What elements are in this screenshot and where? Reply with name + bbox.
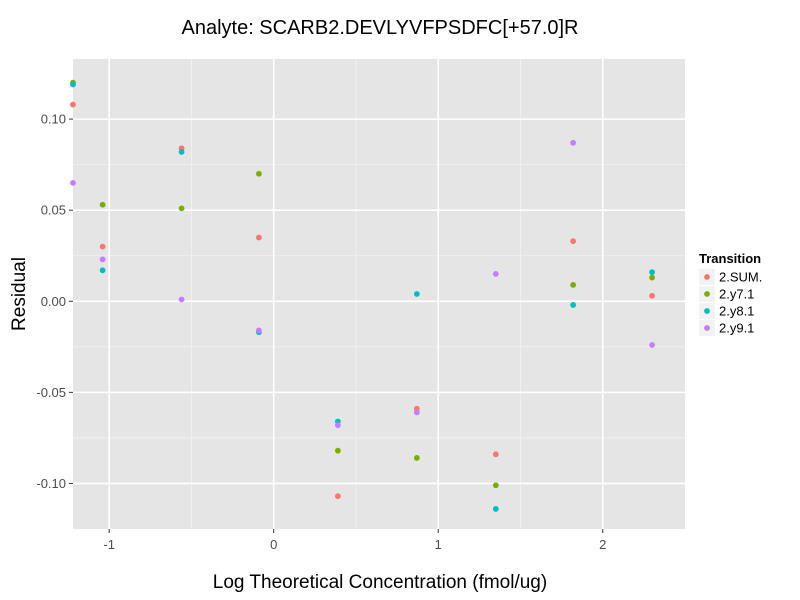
- data-point: [70, 81, 76, 88]
- y-tick-label: -0.05: [36, 385, 66, 400]
- legend-label: 2.y9.1: [719, 321, 754, 336]
- data-point: [649, 269, 655, 276]
- data-point: [570, 139, 577, 146]
- data-point: [99, 201, 106, 208]
- data-point: [178, 149, 185, 155]
- x-axis-title: Log Theoretical Concentration (fmol/ug): [213, 572, 547, 593]
- legend: Transition 2.SUM. 2.y7.1 2.y8.1 2.y9.1: [699, 251, 762, 336]
- grid-lines: [73, 59, 685, 529]
- legend-swatch: [704, 325, 710, 331]
- y-tick-label: 0.10: [41, 112, 66, 127]
- data-point: [334, 422, 341, 429]
- legend-label: 2.SUM.: [719, 270, 762, 285]
- data-point: [178, 296, 185, 303]
- legend-swatch: [704, 274, 710, 280]
- data-point: [99, 256, 106, 263]
- data-point: [334, 493, 341, 500]
- data-point: [413, 291, 420, 297]
- y-tick-label: 0.00: [41, 294, 66, 309]
- data-point: [570, 238, 577, 245]
- y-tick-label: 0.05: [41, 203, 66, 218]
- x-tick-label: 1: [435, 537, 442, 552]
- data-point: [99, 243, 106, 250]
- data-point: [492, 451, 499, 458]
- data-point: [492, 506, 499, 512]
- x-tick-label: 0: [270, 537, 277, 552]
- data-point: [334, 447, 341, 454]
- data-point: [492, 271, 499, 277]
- chart-title: Analyte: SCARB2.DEVLYVFPSDFC[+57.0]R: [181, 17, 578, 39]
- y-axis-title: Residual: [9, 257, 30, 331]
- x-tick-label: -1: [103, 537, 115, 552]
- y-tick-label: -0.10: [36, 476, 66, 491]
- data-point: [492, 482, 499, 489]
- data-point: [178, 205, 185, 212]
- data-point: [70, 101, 76, 108]
- data-point: [570, 281, 577, 288]
- data-point: [649, 292, 655, 299]
- data-point: [413, 455, 420, 461]
- data-point: [649, 342, 655, 348]
- data-point: [70, 179, 76, 186]
- legend-title: Transition: [699, 251, 761, 266]
- data-point: [256, 234, 262, 241]
- legend-label: 2.y7.1: [719, 287, 754, 302]
- legend-label: 2.y8.1: [719, 304, 754, 319]
- data-point: [570, 302, 577, 308]
- data-point: [256, 170, 262, 177]
- data-point: [649, 274, 655, 281]
- data-point: [99, 267, 106, 274]
- data-points: [70, 79, 655, 512]
- legend-items: 2.SUM. 2.y7.1 2.y8.1 2.y9.1: [699, 269, 762, 336]
- plot-panel: [73, 59, 685, 529]
- y-axis-ticks: -0.10 -0.05 0.00 0.05 0.10: [36, 112, 73, 491]
- x-tick-label: 2: [599, 537, 606, 552]
- legend-swatch: [704, 291, 710, 297]
- x-axis-ticks: -1 0 1 2: [103, 529, 606, 552]
- data-point: [256, 327, 262, 334]
- legend-swatch: [704, 308, 710, 314]
- data-point: [413, 409, 420, 416]
